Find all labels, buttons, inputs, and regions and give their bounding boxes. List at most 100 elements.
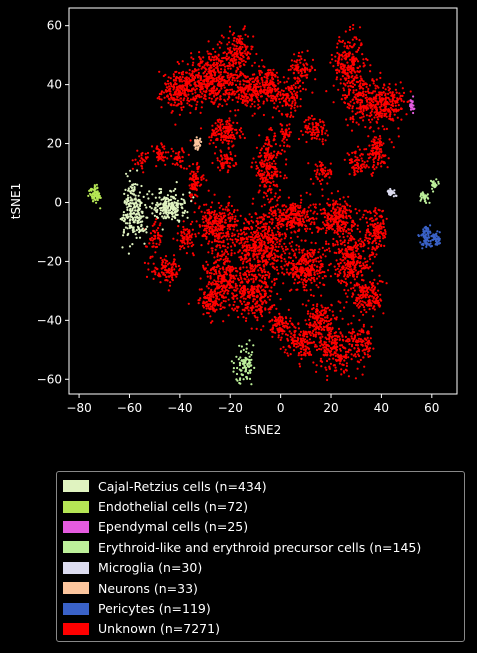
data-point [213,216,216,219]
data-point [228,122,231,125]
data-point [351,69,354,72]
data-point [230,88,234,91]
data-point [301,211,304,214]
data-point [290,59,293,62]
data-point [161,259,164,262]
data-point [220,163,223,166]
data-point [198,55,201,59]
data-point [349,116,352,119]
data-point [262,196,265,199]
data-point [339,82,342,85]
data-point [267,255,270,258]
data-point [203,293,206,296]
data-point [242,289,245,292]
data-point [246,260,249,263]
data-point [271,175,274,178]
data-point [167,101,170,104]
data-point [214,292,217,295]
data-point [187,245,190,248]
data-point [178,89,181,93]
data-point [222,36,225,39]
data-point [275,156,278,159]
data-point [161,260,165,263]
data-point [172,237,175,240]
data-point [309,178,312,181]
data-point [348,44,351,48]
data-point [226,72,229,75]
data-point [225,52,228,56]
data-point [251,95,254,98]
data-point [170,147,173,150]
data-point [235,61,238,64]
data-point [264,226,267,229]
data-point [373,116,376,119]
data-point [239,35,242,38]
data-point [304,224,307,227]
data-point [262,301,265,304]
data-point [296,59,299,62]
data-point [224,125,227,128]
data-point [208,218,211,221]
data-point [236,41,239,45]
data-point [206,50,209,53]
data-point [183,97,186,100]
data-point [260,239,263,242]
data-point [320,161,323,165]
data-point [256,319,259,322]
data-point [288,134,291,138]
data-point [351,166,354,169]
data-point [245,226,248,229]
data-point [362,115,365,118]
data-point [280,214,284,217]
data-point [213,273,216,276]
data-point [225,153,228,156]
data-point [319,259,322,262]
data-point [221,267,224,270]
data-point [355,97,358,100]
data-point [372,164,375,167]
data-point [213,211,216,214]
data-point [219,121,222,124]
data-point [155,242,158,245]
data-point [155,165,158,168]
data-point [260,220,263,223]
data-point [223,296,226,299]
data-point [260,169,263,172]
data-point [253,61,256,64]
data-point [239,65,242,68]
data-point [345,56,348,59]
data-point [191,70,194,73]
data-point [318,248,321,251]
data-point [245,245,249,248]
data-point [220,218,223,221]
data-point [220,68,223,71]
data-point [244,76,247,79]
data-point [169,90,172,93]
data-point [354,112,357,116]
data-point [281,149,284,152]
data-point [257,191,260,194]
data-point [220,79,223,82]
data-point [385,115,388,118]
data-point [240,57,243,61]
data-point [233,300,236,303]
data-point [251,270,254,273]
data-point [250,267,254,270]
data-point [250,77,253,80]
data-point [231,286,234,289]
data-point [286,113,289,116]
data-point [297,223,300,226]
data-point [216,224,220,227]
data-point [254,316,257,319]
data-point [189,238,192,241]
data-point [253,89,256,92]
data-point [283,218,286,221]
data-point [311,58,315,62]
data-point [370,110,373,113]
data-point [362,93,365,96]
data-point [264,308,267,311]
data-point [268,253,271,256]
data-point [176,239,179,242]
data-point [262,288,265,291]
data-point [214,301,218,304]
